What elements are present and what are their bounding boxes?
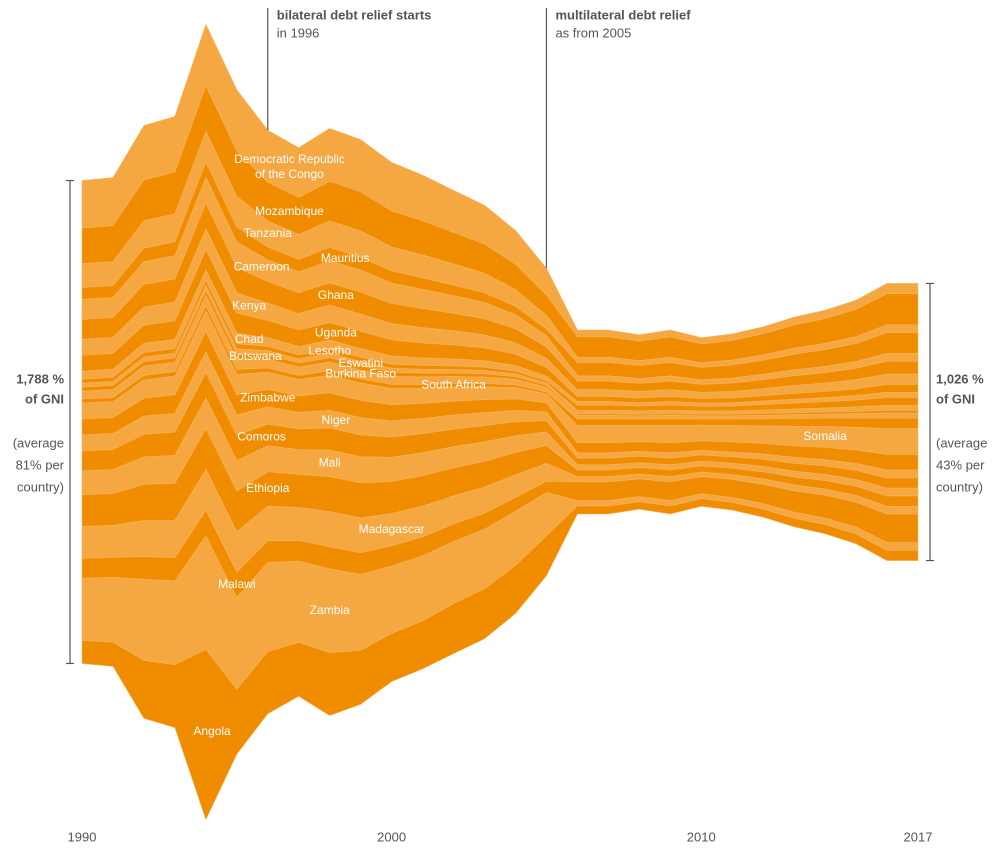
layer-label: Mozambique xyxy=(255,204,324,218)
layer-label: Kenya xyxy=(232,299,266,313)
layer-label: Niger xyxy=(322,413,351,427)
total-note: country) xyxy=(936,479,983,494)
layer-label: Mali xyxy=(319,455,341,469)
annotation-title: multilateral debt relief xyxy=(555,7,691,22)
layer-label: Cameroon xyxy=(234,260,290,274)
annotation-text: in 1996 xyxy=(277,25,320,40)
layer-label: Madagascar xyxy=(359,522,425,536)
total-note: (average xyxy=(13,435,64,450)
layer-label: Burkina Faso xyxy=(325,367,396,381)
layer-label: Angola xyxy=(193,724,231,738)
layer-label: Lesotho xyxy=(308,343,351,357)
x-tick-label: 2000 xyxy=(377,829,406,844)
total-note: of GNI xyxy=(936,391,975,406)
layer-label: Ghana xyxy=(318,288,354,302)
layer-label: Zimbabwe xyxy=(240,390,296,404)
total-note: 1,026 % xyxy=(936,371,984,386)
layer-label: Mauritius xyxy=(321,251,370,265)
layer-label: Eswatini xyxy=(338,356,383,370)
layer-label: Democratic Republic of the Congo xyxy=(234,152,345,181)
layer-label: Botswana xyxy=(229,349,282,363)
layer-label: Zambia xyxy=(310,603,350,617)
x-tick-label: 2010 xyxy=(687,829,716,844)
layer-label: Malawi xyxy=(218,577,255,591)
total-note: (average xyxy=(936,435,987,450)
x-tick-label: 2017 xyxy=(904,829,933,844)
annotation-title: bilateral debt relief starts xyxy=(277,7,432,22)
total-note: of GNI xyxy=(25,391,64,406)
layer-label: Ethiopia xyxy=(246,481,290,495)
stream-layer xyxy=(81,498,919,821)
layer-label: Somalia xyxy=(803,429,847,443)
annotation-text: as from 2005 xyxy=(555,25,631,40)
layer-label: South Africa xyxy=(421,377,486,391)
total-note: 43% per xyxy=(936,457,985,472)
layer-label: Tanzania xyxy=(244,226,292,240)
layer-label: Chad xyxy=(235,332,264,346)
layer-label: Uganda xyxy=(315,325,357,339)
total-note: country) xyxy=(17,479,64,494)
total-note: 81% per xyxy=(16,457,65,472)
layer-label: Comoros xyxy=(237,430,286,444)
total-note: 1,788 % xyxy=(16,371,64,386)
x-tick-label: 1990 xyxy=(68,829,97,844)
